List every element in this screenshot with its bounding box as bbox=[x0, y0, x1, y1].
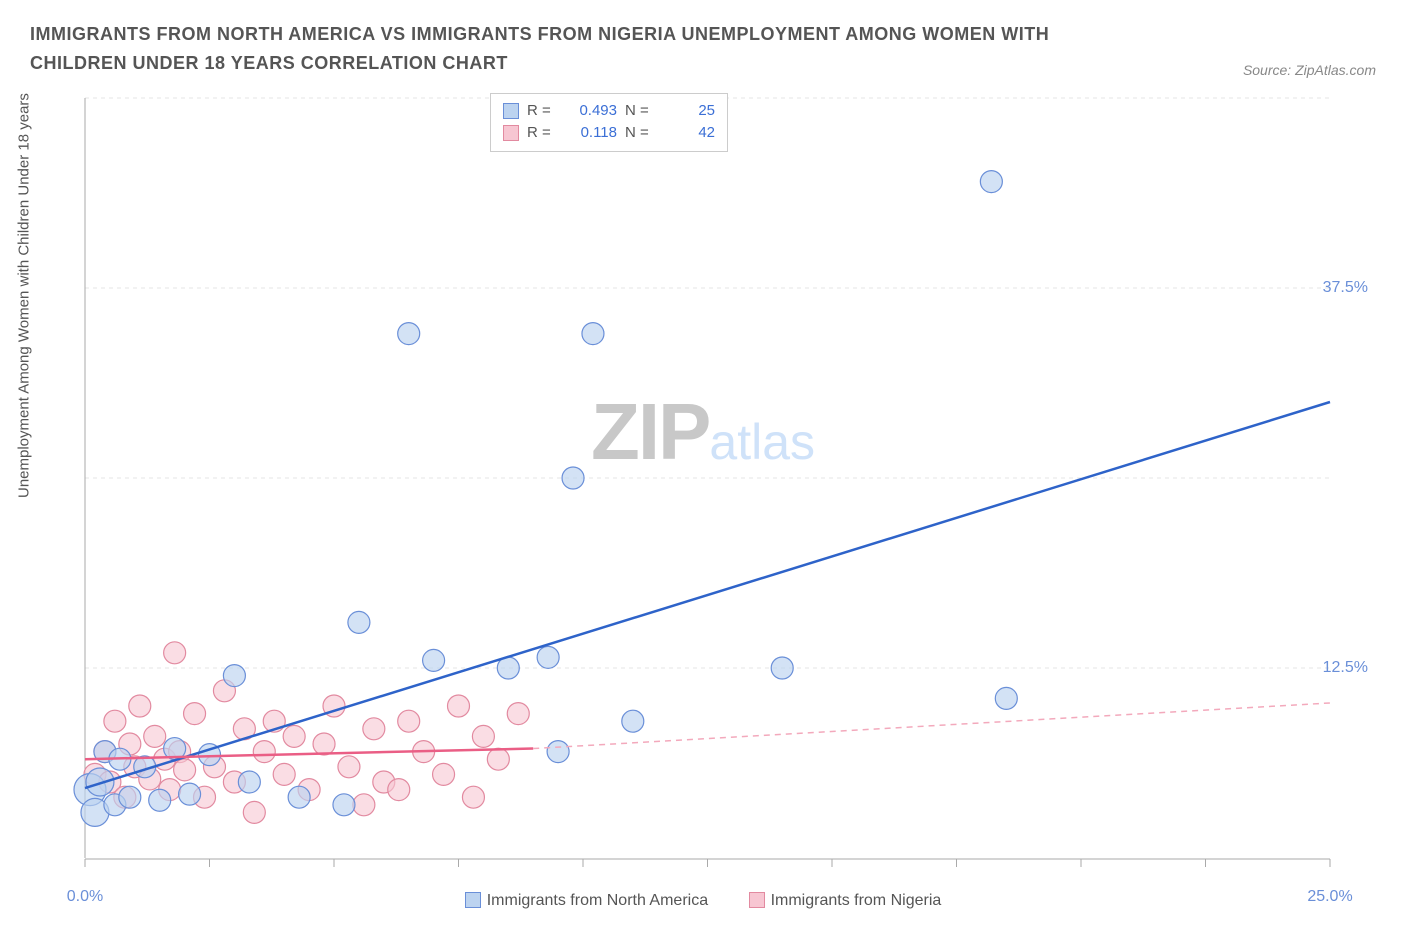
legend-r-value: 0.118 bbox=[567, 122, 617, 145]
x-tick-label: 25.0% bbox=[1307, 888, 1352, 906]
legend-correlation: R = 0.493 N = 25 R = 0.118 N = 42 bbox=[490, 93, 728, 152]
y-axis-label: Unemployment Among Women with Children U… bbox=[16, 93, 33, 498]
x-tick-label: 0.0% bbox=[67, 888, 103, 906]
legend-row-na: R = 0.493 N = 25 bbox=[503, 100, 715, 123]
legend-series: Immigrants from North America Immigrants… bbox=[30, 892, 1376, 910]
chart-title: IMMIGRANTS FROM NORTH AMERICA VS IMMIGRA… bbox=[30, 20, 1080, 78]
scatter-chart bbox=[30, 88, 1376, 908]
legend-swatch-ng-icon bbox=[749, 892, 765, 908]
legend-r-label: R = bbox=[527, 122, 559, 145]
y-tick-label: 37.5% bbox=[1323, 279, 1368, 297]
legend-n-value: 25 bbox=[665, 100, 715, 123]
chart-container: ZIPatlas Unemployment Among Women with C… bbox=[30, 88, 1376, 908]
chart-source: Source: ZipAtlas.com bbox=[1243, 62, 1376, 78]
legend-swatch-ng bbox=[503, 125, 519, 141]
legend-swatch-na-icon bbox=[465, 892, 481, 908]
legend-label-na: Immigrants from North America bbox=[487, 892, 708, 909]
legend-item-na: Immigrants from North America bbox=[465, 892, 713, 909]
legend-r-value: 0.493 bbox=[567, 100, 617, 123]
legend-swatch-na bbox=[503, 103, 519, 119]
legend-n-value: 42 bbox=[665, 122, 715, 145]
legend-row-ng: R = 0.118 N = 42 bbox=[503, 122, 715, 145]
legend-label-ng: Immigrants from Nigeria bbox=[771, 892, 942, 909]
legend-r-label: R = bbox=[527, 100, 559, 123]
legend-n-label: N = bbox=[625, 122, 657, 145]
legend-item-ng: Immigrants from Nigeria bbox=[749, 892, 942, 909]
legend-n-label: N = bbox=[625, 100, 657, 123]
y-tick-label: 12.5% bbox=[1323, 659, 1368, 677]
